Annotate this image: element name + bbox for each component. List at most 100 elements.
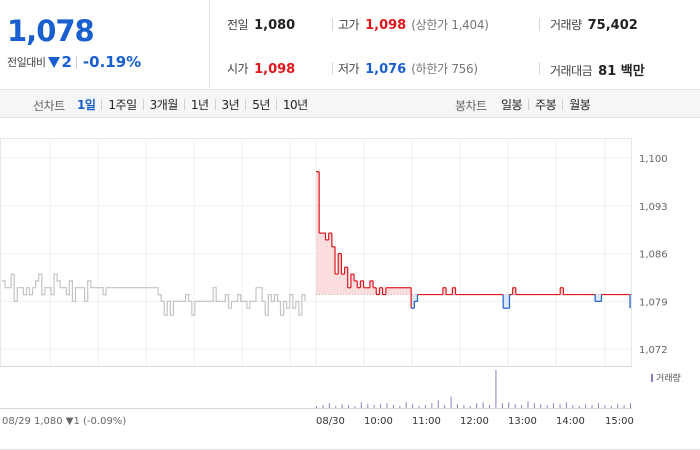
volume-bar [482,402,484,408]
volume-bar [559,404,561,408]
x-tick-label: 13:00 [508,416,537,427]
volume-bar [508,402,510,408]
up-area-fill [335,274,339,295]
prev-close-stat: 전일 1,080 [227,16,295,33]
up-area-fill [379,287,383,295]
volume-bar [469,406,471,408]
up-area-fill [319,233,323,295]
volume-bar [585,404,587,408]
down-triangle-icon [48,56,61,68]
change-rate: -0.19% [82,53,142,71]
divider [539,62,540,75]
up-area-fill [354,280,358,295]
chart-menu-bar: 선차트 1일 1주일 3개월 1년 3년 5년 10년 봉차트 일봉 주봉 월봉 [0,90,700,118]
volume-bar [437,400,439,408]
lower-limit: (하한가 756) [411,62,478,76]
volume-bar [463,405,465,408]
prev-close-value: 1,080 [254,18,296,33]
up-area-fill [512,287,516,295]
volume-bar [386,403,388,408]
down-area-fill [598,294,602,302]
open-stat: 시가 1,098 [227,60,295,77]
price-box: 1,078 전일대비 2 -0.19% [0,0,210,90]
up-area-fill [322,233,326,295]
stock-summary: 1,078 전일대비 2 -0.19% 전일 1,080 고가 1,098 (상… [0,0,700,90]
period-tab-2[interactable]: 3개월 [149,98,179,112]
volume-bar [367,404,369,408]
candle-tab-1[interactable]: 주봉 [535,98,557,112]
up-area-fill [385,287,389,295]
down-area-fill [503,294,507,309]
volume-bar [495,370,497,408]
period-tab-3[interactable]: 1년 [190,98,209,112]
up-area-fill [366,287,370,295]
volume-bar [392,405,394,408]
volume-legend-swatch [651,374,653,382]
volume-bar [316,406,317,408]
menu-divider [214,99,216,110]
up-area-fill [360,280,364,295]
volume-stat: 거래량 75,402 [550,16,638,33]
candle-tab-2[interactable]: 월봉 [569,98,591,112]
prev-day-line [2,273,306,316]
volume-bar [572,405,574,408]
volume-bar [591,405,593,408]
y-tick-label: 1,093 [639,202,668,213]
period-tab-4[interactable]: 3년 [221,98,240,112]
volume-bar [630,403,631,408]
x-tick-label: 08/30 [316,416,345,427]
down-area-fill [414,294,418,302]
trade-value-value: 81 백만 [598,64,645,79]
up-area-fill [316,171,320,295]
low-label: 저가 [338,62,360,76]
x-tick-label: 12:00 [460,416,489,427]
divider [332,62,333,75]
volume-bar [412,404,414,408]
volume-bar [578,406,580,408]
up-area-fill [401,287,405,295]
up-area-fill [325,239,329,295]
open-value: 1,098 [254,62,296,77]
y-tick-label: 1,079 [639,297,668,308]
up-area-fill [350,274,355,295]
low-value: 1,076 [365,62,407,77]
volume-bar [501,403,503,408]
divider [75,55,77,69]
upper-limit: (상한가 1,404) [411,18,489,32]
menu-divider [101,99,103,110]
period-tab-5[interactable]: 5년 [252,98,270,112]
volume-bar [533,403,535,408]
menu-divider [142,99,144,110]
up-area-fill [392,287,396,295]
x-tick-label: 14:00 [556,416,585,427]
volume-bar [348,405,350,408]
current-price: 1,078 [7,14,95,48]
period-tab-6[interactable]: 10년 [282,98,308,112]
volume-bar [610,406,612,408]
prev-day-info: 08/29 1,080 ▼1 (-0.09%) [2,416,126,427]
up-area-fill [373,287,377,295]
change-value: 2 [61,53,72,71]
volume-bar [540,404,542,408]
up-area-fill [331,246,336,295]
volume-bar [617,404,619,408]
up-area-fill [369,280,374,295]
up-area-fill [347,287,351,295]
line-chart-label: 선차트 [33,99,65,113]
volume-bar [418,406,420,408]
up-area-fill [398,287,402,295]
x-tick-label: 10:00 [364,416,393,427]
volume-value: 75,402 [587,18,638,33]
volume-label: 거래량 [550,18,582,32]
volume-bar [341,404,343,408]
volume-bar [565,402,567,408]
volume-legend: 거래량 [656,372,681,384]
trade-value-stat: 거래대금 81 백만 [550,60,645,79]
period-menu: 1일 1주일 3개월 1년 3년 5년 10년 [71,96,314,113]
period-tab-1[interactable]: 1주일 [108,98,137,112]
volume-bar [604,405,606,408]
period-tab-0[interactable]: 1일 [77,98,96,112]
volume-bar [380,404,382,408]
volume-bar [476,403,478,408]
candle-tab-0[interactable]: 일봉 [501,98,523,112]
